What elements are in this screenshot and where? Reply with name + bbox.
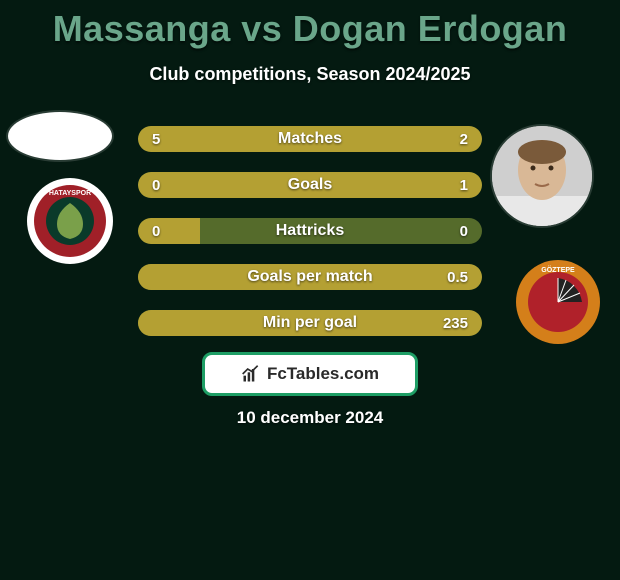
stat-label: Goals: [138, 176, 482, 194]
stat-row: 0Hattricks0: [138, 218, 482, 244]
stat-label: Matches: [138, 130, 482, 148]
date-text: 10 december 2024: [0, 408, 620, 428]
stat-value-right: 0.5: [447, 269, 468, 286]
player-left-avatar: [8, 112, 112, 160]
stat-row: Min per goal235: [138, 310, 482, 336]
stat-label: Hattricks: [138, 222, 482, 240]
stat-label: Min per goal: [138, 314, 482, 332]
stat-value-right: 2: [460, 131, 468, 148]
subtitle: Club competitions, Season 2024/2025: [0, 64, 620, 85]
club-right-crest: GÖZTEPE: [516, 260, 600, 344]
stats-table: 5Matches20Goals10Hattricks0Goals per mat…: [138, 126, 482, 356]
club-left-crest: HATAYSPOR: [27, 178, 113, 264]
brand-text: FcTables.com: [267, 364, 379, 384]
stat-row: 5Matches2: [138, 126, 482, 152]
stat-label: Goals per match: [138, 268, 482, 286]
bar-chart-icon: [241, 364, 261, 384]
stat-value-right: 1: [460, 177, 468, 194]
comparison-card: Massanga vs Dogan Erdogan Club competiti…: [0, 0, 620, 580]
club-right-label: GÖZTEPE: [541, 265, 575, 274]
stat-value-right: 0: [460, 223, 468, 240]
stat-row: Goals per match0.5: [138, 264, 482, 290]
club-left-label: HATAYSPOR: [49, 190, 91, 197]
stat-row: 0Goals1: [138, 172, 482, 198]
brand-badge: FcTables.com: [202, 352, 418, 396]
player-right-avatar: [492, 126, 592, 226]
page-title: Massanga vs Dogan Erdogan: [0, 0, 620, 50]
stat-value-right: 235: [443, 315, 468, 332]
